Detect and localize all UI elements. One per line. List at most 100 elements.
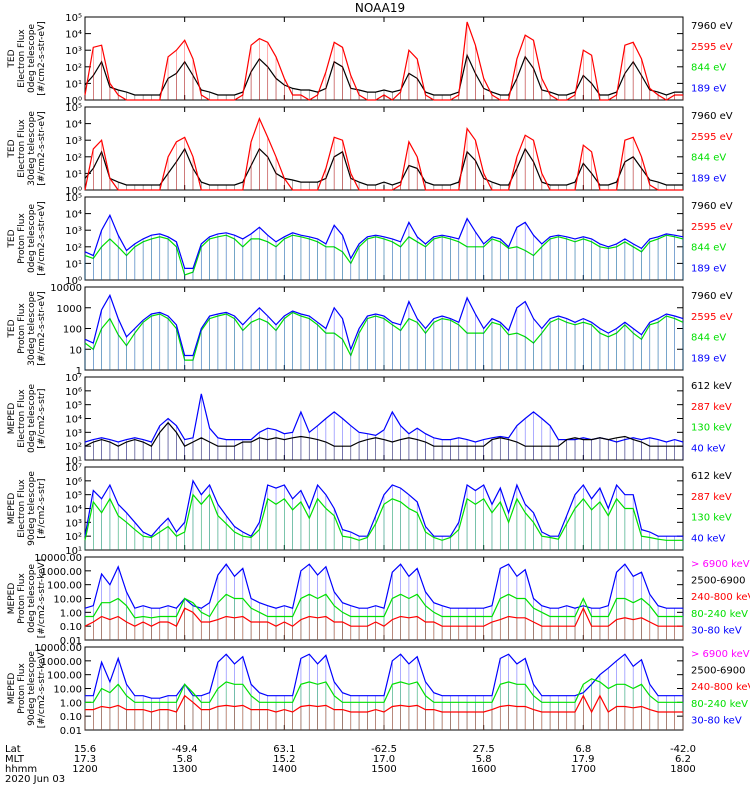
y-tick-label: 10³ xyxy=(65,226,82,237)
legend-item: > 6900 keV xyxy=(691,649,750,660)
y-tick-label: 10⁴ xyxy=(65,505,82,516)
y-tick-label: 10¹ xyxy=(65,169,82,180)
footer-hhmm-value: 1200 xyxy=(72,764,97,775)
y-tick-label: 10⁷ xyxy=(65,373,82,384)
figure-title: NOAA19 xyxy=(355,1,405,15)
y-tick-label: 10⁶ xyxy=(65,387,82,398)
footer-label-lat: Lat xyxy=(5,744,21,755)
y-tick-label: 10⁰ xyxy=(65,96,82,107)
y-tick-label: 10² xyxy=(65,442,82,453)
y-axis-label-line: MEPED xyxy=(7,673,17,705)
panel-ted-proton-30deg: 1 10 100 1000 10000 TED Proton Flux 30deg teles… xyxy=(7,283,733,377)
y-tick-label: 1000.00 xyxy=(41,657,82,668)
y-tick-label: 10⁴ xyxy=(65,120,82,131)
y-axis-label-line: Electron Flux xyxy=(17,119,27,178)
y-tick-label: 10¹ xyxy=(65,456,82,467)
footer-label-hhmm: hhmm xyxy=(5,764,37,775)
y-tick-label: 0.10 xyxy=(60,712,82,723)
panel-meped-electron-90deg: 10¹ 10² 10³ 10⁴ 10⁵ 10⁶ 10⁷ MEPED Electron Flux 9… xyxy=(7,463,732,557)
legend-item: 30-80 keV xyxy=(691,715,742,726)
footer-lat-value: 6.8 xyxy=(575,744,591,755)
y-axis-label-line: [#/cm2-s-str-eV] xyxy=(37,21,47,96)
y-tick-label: 10.00 xyxy=(53,595,82,606)
y-tick-label: 0.01 xyxy=(60,636,82,647)
footer-lat-value: -62.5 xyxy=(371,744,397,755)
footer-lat-value: -49.4 xyxy=(172,744,198,755)
footer-mlt-value: 6.2 xyxy=(675,754,691,765)
y-tick-label: 10000.00 xyxy=(34,643,82,654)
footer-date: 2020 Jun 03 xyxy=(5,774,65,785)
legend-item: 2500-6900 xyxy=(691,576,746,587)
y-tick-label: 10² xyxy=(65,243,82,254)
y-tick-label: 1.00 xyxy=(60,608,82,619)
legend-item: 612 keV xyxy=(691,471,732,482)
y-tick-label: 10² xyxy=(65,532,82,543)
y-tick-label: 1.00 xyxy=(60,698,82,709)
y-axis-label-line: Proton Flux xyxy=(17,213,27,264)
footer-hhmm-value: 1400 xyxy=(272,764,297,775)
y-axis-label-line: 90deg telescope xyxy=(27,651,37,726)
y-axis-label-line: [#/cm2-s-str-keV] xyxy=(37,559,47,638)
legend-item: 7960 eV xyxy=(691,21,733,32)
legend-item: 844 eV xyxy=(691,333,726,344)
y-axis-label-line: [#/cm2-s-str-keV] xyxy=(37,649,47,728)
footer-mlt-value: 5.8 xyxy=(476,754,492,765)
y-axis-label-line: [#/cm2-s-str-eV] xyxy=(37,111,47,186)
legend-item: 189 eV xyxy=(691,173,726,184)
y-tick-label: 10000.00 xyxy=(34,553,82,564)
y-tick-label: 100.00 xyxy=(47,671,82,682)
y-axis-label-line: Proton Flux xyxy=(17,663,27,714)
legend-item: 80-240 keV xyxy=(691,609,748,620)
y-axis-label-line: 0deg telescope xyxy=(27,24,37,94)
y-tick-label: 10 xyxy=(69,345,82,356)
y-tick-label: 10³ xyxy=(65,136,82,147)
y-axis-label-line: Electron Flux xyxy=(17,389,27,448)
footer-lat-value: 63.1 xyxy=(273,744,295,755)
footer-rows: Lat MLT hhmm 2020 Jun 03 15.6 -49.4 63.1 -6… xyxy=(5,744,696,785)
y-tick-label: 10³ xyxy=(65,518,82,529)
footer-mlt-value: 17.0 xyxy=(373,754,395,765)
legend-item: 287 keV xyxy=(691,402,732,413)
y-axis-label-line: TED xyxy=(7,319,17,338)
y-tick-label: 10⁰ xyxy=(65,276,82,287)
y-tick-label: 10² xyxy=(65,63,82,74)
legend-item: 189 eV xyxy=(691,83,726,94)
panel-meped-electron-0deg: 10¹ 10² 10³ 10⁴ 10⁵ 10⁶ 10⁷ MEPED Electron Flux 0… xyxy=(7,373,732,467)
legend-item: 40 keV xyxy=(691,443,725,454)
legend-item: > 6900 keV xyxy=(691,559,750,570)
y-tick-label: 10³ xyxy=(65,46,82,57)
series-line-80-240-kev xyxy=(85,678,683,703)
panel-meped-proton-90deg: 0.01 0.10 1.00 10.00 100.00 1000.00 10000.00 ME… xyxy=(7,643,750,737)
y-axis-label-line: 30deg telescope xyxy=(27,291,37,366)
y-axis-label-line: MEPED xyxy=(7,403,17,435)
y-axis-label-line: 0deg telescope xyxy=(27,204,37,274)
panel-ted-proton-0deg: 10⁰ 10¹ 10² 10³ 10⁴ 10⁵ TED Proton Flux 0deg tel… xyxy=(7,193,733,287)
footer-mlt-value: 15.2 xyxy=(273,754,295,765)
y-tick-label: 10¹ xyxy=(65,79,82,90)
legend-item: 189 eV xyxy=(691,263,726,274)
y-tick-label: 100.00 xyxy=(47,581,82,592)
legend-item: 2595 eV xyxy=(691,132,733,143)
y-tick-label: 10¹ xyxy=(65,259,82,270)
y-tick-label: 10⁵ xyxy=(65,103,82,114)
legend-item: 2595 eV xyxy=(691,42,733,53)
y-tick-label: 10.00 xyxy=(53,685,82,696)
y-axis-label-line: Electron Flux xyxy=(17,29,27,88)
legend-item: 130 keV xyxy=(691,513,732,524)
y-axis-label-line: 30deg telescope xyxy=(27,111,37,186)
footer-mlt-value: 17.3 xyxy=(74,754,96,765)
legend-item: 2595 eV xyxy=(691,312,733,323)
footer-mlt-value: 5.8 xyxy=(177,754,193,765)
y-tick-label: 10⁰ xyxy=(65,186,82,197)
panel-ted-electron-0deg: 10⁰ 10¹ 10² 10³ 10⁴ 10⁵ TED Electron Flux 0deg t… xyxy=(7,13,733,107)
y-tick-label: 0.10 xyxy=(60,622,82,633)
legend-item: 240-800 keV xyxy=(691,592,750,603)
legend-item: 189 eV xyxy=(691,353,726,364)
legend-item: 844 eV xyxy=(691,243,726,254)
legend-item: 7960 eV xyxy=(691,201,733,212)
legend-item: 80-240 keV xyxy=(691,699,748,710)
y-axis-label-line: [#/cm2-s-str-eV] xyxy=(37,201,47,276)
y-axis-label-line: Electron Flux xyxy=(17,479,27,538)
